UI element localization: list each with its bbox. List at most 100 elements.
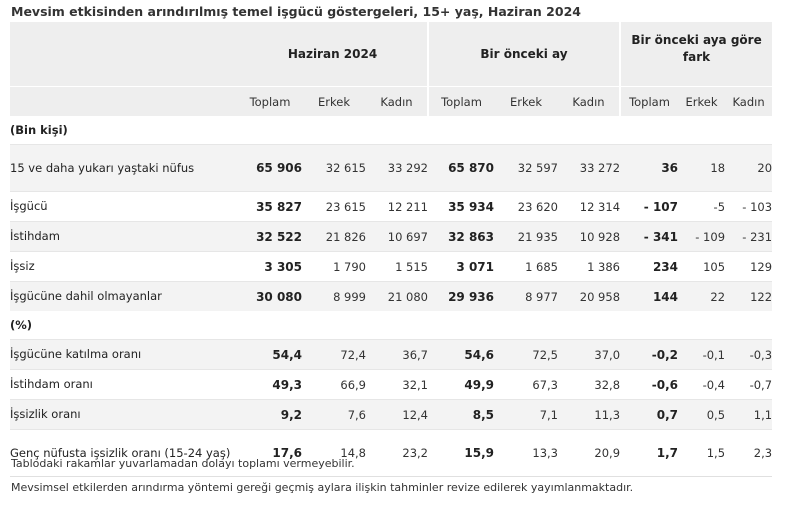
- table-cell: 12,4: [366, 399, 428, 430]
- table-cell: 3 305: [238, 251, 302, 282]
- table-cell: - 231: [725, 221, 773, 252]
- col-header: Erkek: [685, 94, 718, 109]
- col-header: Toplam: [249, 94, 291, 109]
- row-label: İşsizlik oranı: [10, 399, 238, 430]
- table-cell: 8 999: [302, 281, 366, 311]
- table-cell: 144: [620, 281, 679, 311]
- table-cell: 54,6: [428, 339, 494, 370]
- table-row: İşgücü 35 827 23 615 12 211 35 934 23 620 12 3…: [10, 191, 773, 222]
- table-cell: 1,5: [678, 429, 726, 477]
- table-row: Genç nüfusta işsizlik oranı (15-24 yaş) 1…: [10, 429, 773, 477]
- table-cell: 32,8: [558, 369, 621, 400]
- table-cell: 8,5: [428, 399, 494, 430]
- table-cell: 36: [620, 144, 679, 192]
- table-cell: 22: [678, 281, 726, 311]
- col-header: Kadın: [732, 94, 765, 109]
- table-cell: 49,3: [238, 369, 302, 400]
- table-cell: 7,6: [302, 399, 366, 430]
- header-corner-lower: [10, 87, 238, 117]
- table-cell: 72,5: [494, 339, 558, 370]
- table-cell: 12 314: [558, 191, 621, 222]
- table-cell: 10 697: [366, 221, 428, 252]
- table-cell: 14,8: [302, 429, 366, 477]
- table-cell: 21 935: [494, 221, 558, 252]
- table-cell: 20,9: [558, 429, 621, 477]
- table-row: İşsizlik oranı 9,2 7,6 12,4 8,5 7,1 11,3 0,7 0,5…: [10, 399, 773, 430]
- row-label: İşsiz: [10, 251, 238, 282]
- col-header: Erkek: [318, 94, 350, 109]
- table-cell: 9,2: [238, 399, 302, 430]
- table-cell: 32,1: [366, 369, 428, 400]
- table-cell: 11,3: [558, 399, 621, 430]
- row-label: İstihdam: [10, 221, 238, 252]
- table-cell: -0,2: [620, 339, 679, 370]
- table-cell: 67,3: [494, 369, 558, 400]
- table-cell: -0,7: [725, 369, 773, 400]
- table-cell: - 107: [620, 191, 679, 222]
- table-cell: 18: [678, 144, 726, 192]
- table-cell: 10 928: [558, 221, 621, 252]
- table-cell: 35 934: [428, 191, 494, 222]
- table-cell: 234: [620, 251, 679, 282]
- table-row: İşgücüne katılma oranı 54,4 72,4 36,7 54,6 72…: [10, 339, 773, 370]
- footnote-rounding: Tablodaki rakamlar yuvarlamadan dolayı t…: [11, 457, 355, 470]
- table-cell: -5: [678, 191, 726, 222]
- table-cell: 1 685: [494, 251, 558, 282]
- table-cell: -0,3: [725, 339, 773, 370]
- table-cell: 23 615: [302, 191, 366, 222]
- header-corner: [10, 22, 238, 87]
- table-cell: 23 620: [494, 191, 558, 222]
- table-cell: 105: [678, 251, 726, 282]
- table-cell: 54,4: [238, 339, 302, 370]
- table-cell: 35 827: [238, 191, 302, 222]
- table-cell: 8 977: [494, 281, 558, 311]
- labor-stats-table: Haziran 2024 Bir önceki ay Bir önceki ay…: [10, 22, 773, 477]
- table-cell: 49,9: [428, 369, 494, 400]
- table-cell: 3 071: [428, 251, 494, 282]
- table-cell: 13,3: [494, 429, 558, 477]
- table-cell: 65 906: [238, 144, 302, 192]
- table-row: İşsiz 3 305 1 790 1 515 3 071 1 685 1 386 234 10…: [10, 251, 773, 282]
- table-cell: 0,5: [678, 399, 726, 430]
- table-cell: 2,3: [725, 429, 773, 477]
- table-cell: 36,7: [366, 339, 428, 370]
- group-header-current: Haziran 2024: [238, 22, 428, 87]
- section-label: (Bin kişi): [10, 116, 773, 145]
- table-cell: 12 211: [366, 191, 428, 222]
- group-header-row: Haziran 2024 Bir önceki ay Bir önceki ay…: [10, 22, 773, 87]
- table-cell: 23,2: [366, 429, 428, 477]
- table-row: İstihdam 32 522 21 826 10 697 32 863 21 935 10…: [10, 221, 773, 252]
- table-cell: -0,1: [678, 339, 726, 370]
- row-label: İşgücüne dahil olmayanlar: [10, 281, 238, 311]
- table-cell: 15,9: [428, 429, 494, 477]
- table-cell: 30 080: [238, 281, 302, 311]
- table-cell: 29 936: [428, 281, 494, 311]
- sub-header-row: Toplam Erkek Kadın Toplam Erkek Kadın To…: [10, 86, 773, 117]
- col-header: Kadın: [572, 94, 605, 109]
- table-cell: 7,1: [494, 399, 558, 430]
- section-row: (Bin kişi): [10, 116, 773, 145]
- col-header: Toplam: [427, 86, 494, 116]
- table-cell: - 341: [620, 221, 679, 252]
- table-cell: 66,9: [302, 369, 366, 400]
- table-row: 15 ve daha yukarı yaştaki nüfus 65 906 32 …: [10, 144, 773, 192]
- footnote-seasonal: Mevsimsel etkilerden arındırma yöntemi g…: [11, 481, 634, 494]
- table-row: İstihdam oranı 49,3 66,9 32,1 49,9 67,3 32,8 -0…: [10, 369, 773, 400]
- row-label: 15 ve daha yukarı yaştaki nüfus: [10, 144, 238, 192]
- table-cell: 122: [725, 281, 773, 311]
- col-header: Erkek: [510, 94, 542, 109]
- table-cell: 21 080: [366, 281, 428, 311]
- table-row: İşgücüne dahil olmayanlar 30 080 8 999 21 0…: [10, 281, 773, 311]
- table-cell: - 103: [725, 191, 773, 222]
- table-cell: 1,7: [620, 429, 679, 477]
- group-header-previous: Bir önceki ay: [426, 22, 621, 87]
- table-cell: 33 292: [366, 144, 428, 192]
- row-label: Genç nüfusta işsizlik oranı (15-24 yaş): [10, 429, 238, 477]
- table-cell: 32 615: [302, 144, 366, 192]
- table-cell: 1 790: [302, 251, 366, 282]
- table-cell: 37,0: [558, 339, 621, 370]
- table-cell: 72,4: [302, 339, 366, 370]
- section-label: (%): [10, 311, 773, 340]
- table-cell: 0,7: [620, 399, 679, 430]
- row-label: İşgücüne katılma oranı: [10, 339, 238, 370]
